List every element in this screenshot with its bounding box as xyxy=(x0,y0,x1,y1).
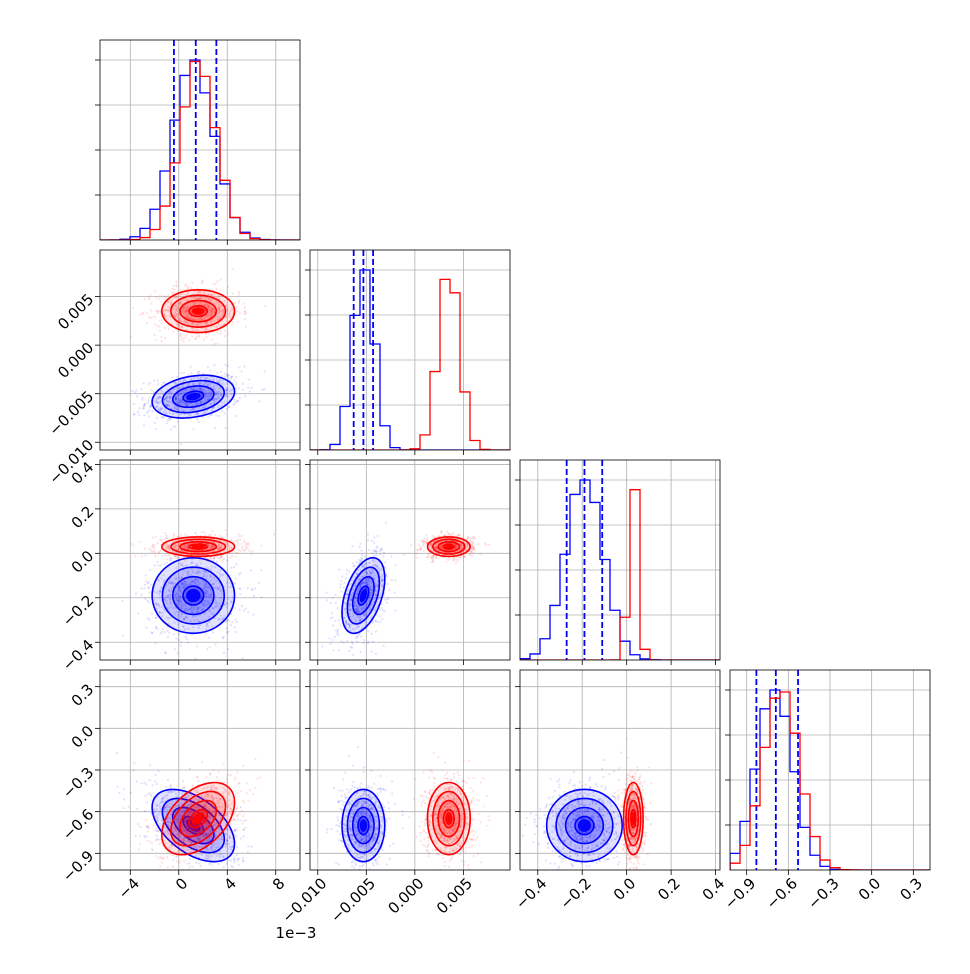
y-tick-label: 0.0 xyxy=(68,547,98,577)
x-tick-label: 0.005 xyxy=(433,874,476,917)
y-tick-label: −0.6 xyxy=(59,805,97,843)
panel-3-3: −0.9−0.6−0.3 0.0 0.3 xyxy=(721,670,930,913)
x-tick-label: −0.9 xyxy=(721,874,759,912)
panel-3-0: −0.9 −0.6−0.3 0.0 0.3 −4 0 4 8 1e−3 xyxy=(59,670,317,942)
panel-1-1 xyxy=(305,250,510,455)
x-tick-label: 0 xyxy=(172,874,191,893)
panel-2-1 xyxy=(305,460,510,668)
x-tick-label: 0.0 xyxy=(610,874,640,904)
y-tick-label: −0.4 xyxy=(59,636,97,674)
y-tick-label: −0.9 xyxy=(59,847,97,885)
x-tick-label: 0.3 xyxy=(896,874,926,904)
x-tick-label: −0.010 xyxy=(279,874,331,926)
density-peak xyxy=(578,819,591,832)
x-tick-label: 0.000 xyxy=(384,874,427,917)
y-tick-label: 0.0 xyxy=(68,722,98,752)
y-tick-label: 0.2 xyxy=(68,503,98,533)
density-peak xyxy=(192,544,205,550)
panel-frame xyxy=(310,460,510,660)
x-tick-label: 0.0 xyxy=(855,874,885,904)
x-tick-label: 4 xyxy=(221,874,240,893)
x-tick-label: 8 xyxy=(269,874,288,893)
density-peak xyxy=(630,812,636,825)
density-peak xyxy=(445,812,452,825)
density-peak xyxy=(360,819,367,832)
y-tick-label: 0.000 xyxy=(54,339,97,382)
panel-2-0: −0.4−0.20.00.20.4 xyxy=(59,458,300,674)
x-tick-label: −0.005 xyxy=(327,874,379,926)
y-tick-label: −0.005 xyxy=(45,387,97,439)
x-tick-label: −0.2 xyxy=(556,874,594,912)
x-tick-label: −0.6 xyxy=(763,874,801,912)
panel-2-2 xyxy=(515,460,720,665)
y-tick-label: −0.010 xyxy=(45,436,97,488)
x-tick-label: −4 xyxy=(115,874,143,902)
y-tick-label: −0.2 xyxy=(59,591,97,629)
y-tick-label: 0.005 xyxy=(54,290,97,333)
panel-0-0 xyxy=(95,40,300,245)
x-tick-label: 0.2 xyxy=(654,874,684,904)
density-peak xyxy=(186,589,200,602)
density-peak xyxy=(445,544,452,550)
panel-1-0: −0.010−0.005 0.000 0.005 xyxy=(45,250,300,488)
x-offset-text: 1e−3 xyxy=(276,924,317,942)
x-tick-label: −0.4 xyxy=(512,874,550,912)
x-tick-label: −0.3 xyxy=(804,874,842,912)
y-tick-label: 0.3 xyxy=(68,680,98,710)
y-tick-label: −0.3 xyxy=(59,764,97,802)
density-peak xyxy=(192,307,205,314)
